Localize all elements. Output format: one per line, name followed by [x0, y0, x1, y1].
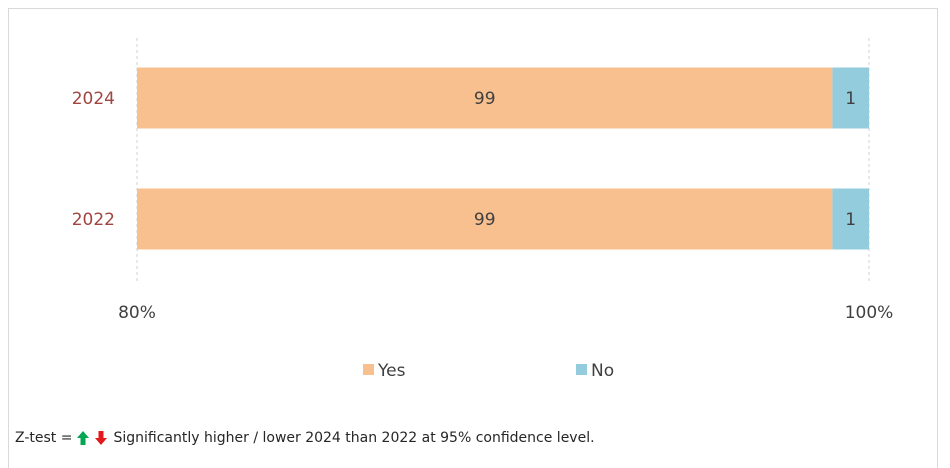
bar-no-2024 [832, 67, 869, 129]
data-label-yes-2022: 99 [474, 210, 496, 230]
bar-yes-2022 [137, 188, 833, 250]
gridlines [136, 38, 870, 282]
footnote: Z-test = Significantly higher / lower 20… [15, 430, 595, 446]
x-tick-label-1: 100% [845, 303, 894, 323]
bar-yes-2024 [137, 67, 833, 129]
data-label-yes-2024: 99 [474, 89, 496, 109]
footnote-prefix: Z-test = [15, 430, 73, 446]
legend-label-yes: Yes [377, 361, 406, 381]
stacked-bar-chart: 99 1 2024 99 1 2022 80% 100% Yes No [72, 38, 894, 381]
x-tick-label-0: 80% [118, 303, 156, 323]
legend-swatch-no [576, 364, 587, 375]
data-label-no-2024: 1 [845, 89, 856, 109]
arrow-down-icon [95, 431, 108, 445]
arrow-up-icon [77, 431, 90, 445]
category-label-2022: 2022 [72, 210, 115, 230]
category-label-2024: 2024 [72, 89, 115, 109]
bar-no-2022 [832, 188, 869, 250]
legend: Yes No [363, 361, 614, 381]
labels: 99 1 2024 99 1 2022 80% 100% [72, 89, 894, 323]
data-label-no-2022: 1 [845, 210, 856, 230]
bars [137, 67, 869, 250]
legend-label-no: No [591, 361, 614, 381]
legend-swatch-yes [363, 364, 374, 375]
footnote-text: Significantly higher / lower 2024 than 2… [113, 430, 595, 446]
